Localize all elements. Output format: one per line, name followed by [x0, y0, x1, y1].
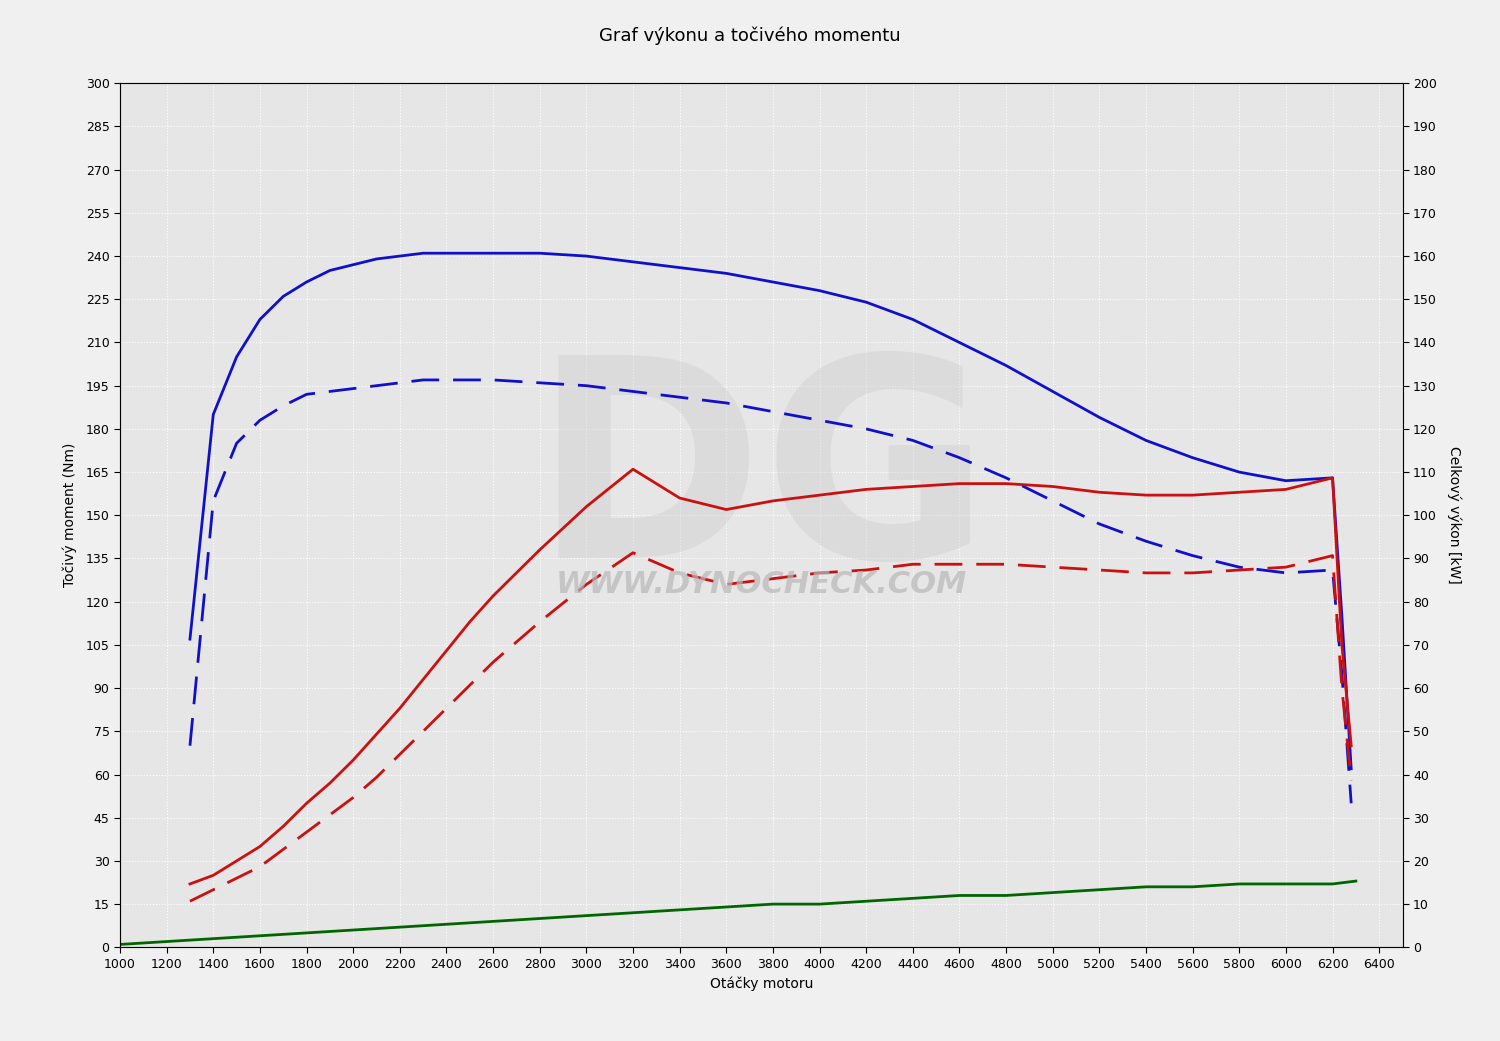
Text: Graf výkonu a točivého momentu: Graf výkonu a točivého momentu	[598, 26, 902, 45]
Text: DG: DG	[532, 346, 990, 615]
Y-axis label: Celkový výkon [kW]: Celkový výkon [kW]	[1448, 447, 1462, 584]
Text: WWW.DYNOCHECK.COM: WWW.DYNOCHECK.COM	[555, 569, 968, 599]
X-axis label: Otáčky motoru: Otáčky motoru	[710, 976, 813, 991]
Y-axis label: Točivý moment (Nm): Točivý moment (Nm)	[63, 443, 78, 587]
